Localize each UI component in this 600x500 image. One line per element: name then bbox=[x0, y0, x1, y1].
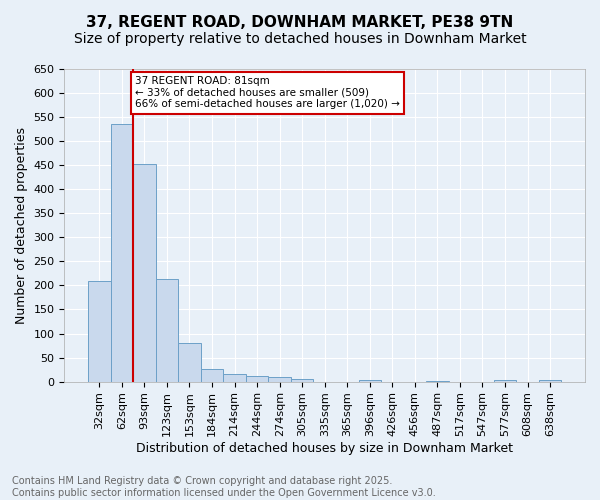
Bar bbox=[223, 374, 246, 382]
Bar bbox=[88, 281, 110, 382]
Bar bbox=[268, 377, 291, 382]
Bar bbox=[201, 369, 223, 382]
Bar bbox=[426, 380, 449, 382]
Text: 37, REGENT ROAD, DOWNHAM MARKET, PE38 9TN: 37, REGENT ROAD, DOWNHAM MARKET, PE38 9T… bbox=[86, 15, 514, 30]
X-axis label: Distribution of detached houses by size in Downham Market: Distribution of detached houses by size … bbox=[136, 442, 513, 455]
Bar bbox=[359, 380, 381, 382]
Bar bbox=[155, 279, 178, 382]
Bar bbox=[494, 380, 516, 382]
Text: Contains HM Land Registry data © Crown copyright and database right 2025.
Contai: Contains HM Land Registry data © Crown c… bbox=[12, 476, 436, 498]
Text: 37 REGENT ROAD: 81sqm
← 33% of detached houses are smaller (509)
66% of semi-det: 37 REGENT ROAD: 81sqm ← 33% of detached … bbox=[136, 76, 400, 110]
Y-axis label: Number of detached properties: Number of detached properties bbox=[15, 127, 28, 324]
Text: Size of property relative to detached houses in Downham Market: Size of property relative to detached ho… bbox=[74, 32, 526, 46]
Bar bbox=[133, 164, 155, 382]
Bar bbox=[178, 342, 201, 382]
Bar bbox=[291, 378, 313, 382]
Bar bbox=[539, 380, 562, 382]
Bar bbox=[246, 376, 268, 382]
Bar bbox=[110, 124, 133, 382]
